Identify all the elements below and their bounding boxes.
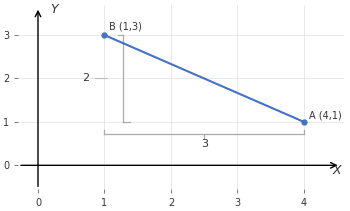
Text: 3: 3 xyxy=(201,139,208,149)
Text: A (4,1): A (4,1) xyxy=(309,111,341,121)
Text: X: X xyxy=(333,164,342,177)
Text: Y: Y xyxy=(50,3,58,16)
Text: 2: 2 xyxy=(82,73,90,84)
Text: B (1,3): B (1,3) xyxy=(109,22,142,31)
